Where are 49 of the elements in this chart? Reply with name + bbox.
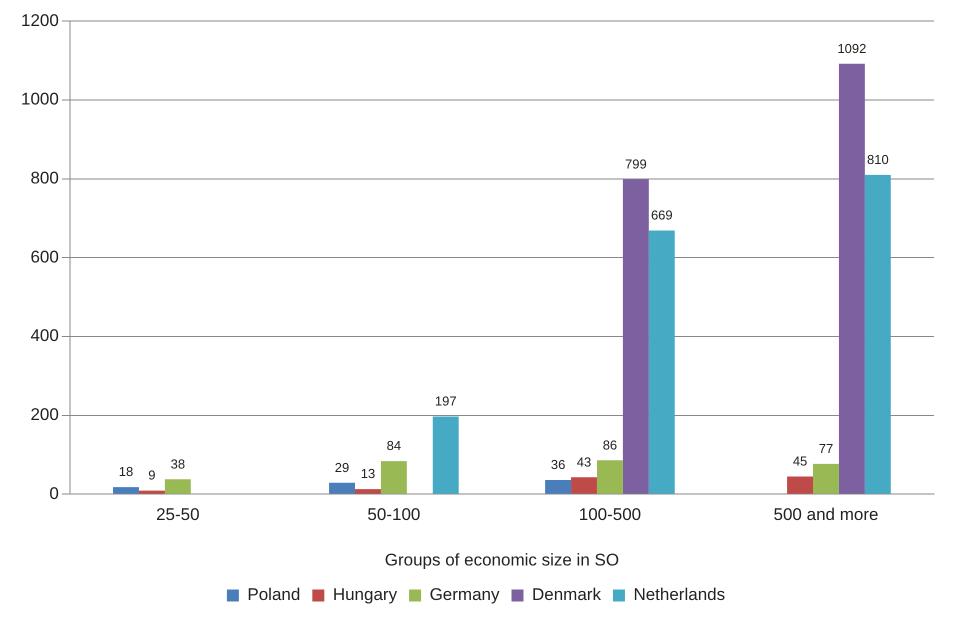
data-label: 810 — [866, 152, 889, 168]
bar — [432, 416, 459, 494]
x-tick-label: 50-100 — [367, 505, 420, 524]
data-label: 45 — [792, 454, 808, 469]
data-label: 18 — [118, 464, 134, 480]
data-label: 13 — [360, 466, 376, 482]
data-label: 9 — [148, 468, 156, 483]
data-label: 29 — [334, 460, 350, 475]
bar — [787, 476, 814, 494]
bar — [545, 480, 572, 494]
x-tick-label: 500 and more — [774, 505, 878, 524]
bar — [571, 477, 597, 494]
bar — [813, 464, 839, 494]
data-label: 77 — [818, 440, 834, 456]
y-tick-label: 400 — [30, 326, 59, 346]
data-label: 36 — [550, 457, 566, 472]
data-label: 38 — [170, 456, 186, 472]
legend-label: Poland — [247, 585, 300, 604]
y-tick-label: 1200 — [20, 10, 59, 30]
data-label: 197 — [434, 394, 457, 409]
legend-label: Denmark — [532, 585, 602, 604]
legend-label: Netherlands — [633, 585, 726, 604]
data-label: 43 — [576, 454, 592, 470]
bar — [380, 461, 407, 494]
legend-label: Germany — [430, 585, 500, 604]
y-tick-label: 1000 — [20, 90, 59, 109]
bar — [355, 489, 381, 494]
bar — [164, 479, 191, 494]
data-label: 669 — [650, 208, 673, 223]
data-label: 84 — [386, 438, 402, 454]
bar — [838, 64, 865, 494]
x-axis-title: Groups of economic size in SO — [384, 550, 620, 570]
x-tick-label: 100-500 — [578, 505, 642, 524]
bar — [648, 230, 675, 494]
y-tick-label: 800 — [30, 168, 59, 188]
y-tick-label: 0 — [49, 484, 59, 503]
bar — [138, 490, 165, 494]
bar — [864, 174, 891, 494]
data-label: 799 — [625, 156, 647, 172]
y-tick-label: 200 — [30, 405, 59, 424]
legend-label: Hungary — [332, 585, 398, 604]
data-label: 86 — [602, 437, 618, 452]
bar — [113, 487, 139, 494]
bar — [622, 179, 649, 494]
bar — [596, 460, 623, 494]
x-tick-label: 25-50 — [156, 505, 200, 524]
y-tick-label: 600 — [30, 247, 59, 266]
bar — [329, 482, 355, 494]
data-label: 1092 — [837, 40, 866, 56]
